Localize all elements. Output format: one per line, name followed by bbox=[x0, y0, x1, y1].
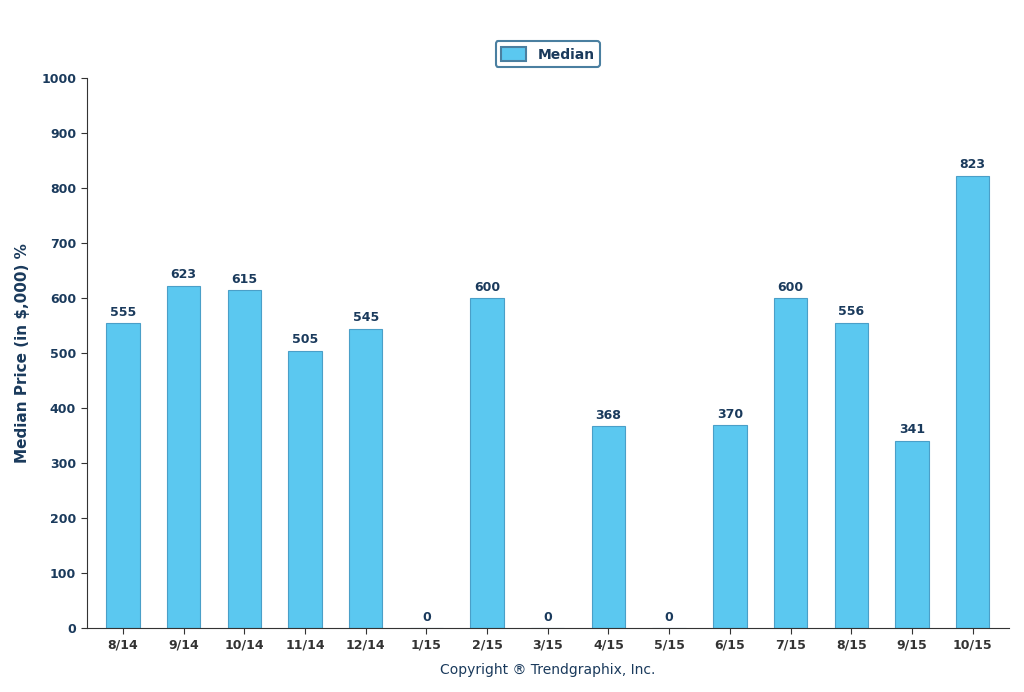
X-axis label: Copyright ® Trendgraphix, Inc.: Copyright ® Trendgraphix, Inc. bbox=[440, 663, 655, 677]
Text: 555: 555 bbox=[110, 306, 136, 319]
Text: 600: 600 bbox=[777, 281, 804, 294]
Bar bbox=[106, 323, 139, 628]
Text: 0: 0 bbox=[422, 611, 431, 624]
Bar bbox=[592, 426, 625, 628]
Bar bbox=[835, 322, 868, 628]
Bar bbox=[167, 286, 201, 628]
Text: 370: 370 bbox=[717, 408, 742, 421]
Bar bbox=[289, 351, 322, 628]
Bar bbox=[470, 298, 504, 628]
Text: 0: 0 bbox=[665, 611, 674, 624]
Text: 615: 615 bbox=[231, 273, 257, 286]
Y-axis label: Median Price (in $,000) %: Median Price (in $,000) % bbox=[15, 244, 30, 464]
Bar bbox=[227, 290, 261, 628]
Text: 341: 341 bbox=[899, 424, 925, 437]
Bar bbox=[895, 441, 929, 628]
Legend: Median: Median bbox=[496, 42, 600, 67]
Text: 623: 623 bbox=[171, 268, 197, 282]
Text: 368: 368 bbox=[596, 409, 622, 421]
Bar bbox=[955, 176, 989, 628]
Bar bbox=[349, 329, 382, 628]
Text: 545: 545 bbox=[352, 311, 379, 325]
Text: 505: 505 bbox=[292, 334, 318, 346]
Text: 0: 0 bbox=[544, 611, 552, 624]
Text: 823: 823 bbox=[959, 158, 985, 172]
Text: 600: 600 bbox=[474, 281, 500, 294]
Bar bbox=[774, 298, 807, 628]
Bar bbox=[713, 425, 746, 628]
Text: 556: 556 bbox=[839, 305, 864, 318]
